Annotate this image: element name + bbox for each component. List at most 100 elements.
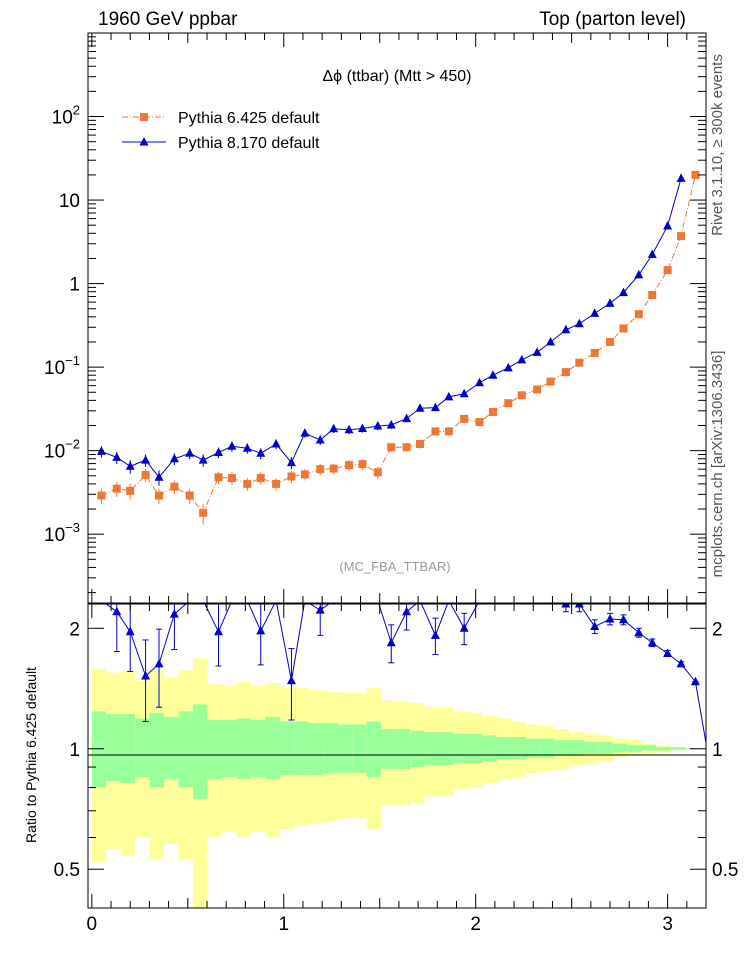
band-inner-bin: [540, 738, 555, 758]
band-inner-bin: [439, 732, 454, 766]
data-point-pythia8: [329, 423, 339, 433]
header-left-label: 1960 GeV ppbar: [98, 9, 238, 30]
legend-label-pythia8: Pythia 8.170 default: [178, 135, 320, 152]
ratio-data-point: [154, 658, 164, 668]
data-point-pythia6: [619, 324, 628, 333]
ratio-data-point: [647, 637, 657, 647]
data-point-pythia6: [546, 377, 555, 386]
band-inner-bin: [207, 719, 222, 780]
ratio-data-point: [705, 767, 706, 769]
mcplots-credit-label: mcplots.cern.ch [arXiv:1306.3436]: [709, 351, 726, 578]
title-text: (ttbar) (Mtt > 450): [342, 68, 471, 85]
ratio-y-tick-label-right: 1: [712, 740, 723, 761]
y-tick-label: 10−1: [44, 353, 80, 379]
data-point-pythia6: [504, 399, 513, 408]
data-point-pythia8: [676, 173, 686, 182]
band-inner-bin: [279, 721, 295, 775]
series-line-pythia8: [101, 178, 682, 479]
data-point-pythia6: [533, 385, 542, 394]
data-point-pythia6: [431, 427, 440, 436]
data-point-pythia6: [575, 358, 584, 367]
delta-phi-symbol: Δϕ: [322, 68, 342, 85]
data-point-pythia8: [242, 443, 252, 452]
data-point-pythia8: [386, 419, 396, 429]
band-inner-bin: [482, 735, 497, 762]
data-point-pythia6: [155, 491, 164, 500]
ratio-data-point: [169, 609, 179, 618]
ratio-data-point: [676, 658, 686, 668]
band-inner-bin: [352, 724, 367, 773]
data-point-pythia6: [329, 464, 338, 473]
data-point-pythia8: [546, 336, 556, 346]
band-inner-bin: [511, 736, 526, 760]
data-point-pythia8: [198, 455, 208, 464]
ratio-y-tick-label: 2: [69, 619, 80, 640]
band-inner-bin: [178, 711, 193, 788]
data-point-pythia6: [345, 461, 354, 470]
data-point-pythia8: [605, 298, 615, 307]
data-point-pythia8: [185, 448, 195, 457]
data-point-pythia8: [634, 269, 644, 279]
data-point-pythia6: [561, 368, 570, 377]
data-point-pythia8: [286, 457, 296, 467]
band-inner-bin: [221, 719, 237, 777]
data-point-pythia8: [315, 435, 325, 444]
rivet-version-label: Rivet 3.1.10, ≥ 300k events: [709, 54, 726, 236]
data-point-pythia8: [154, 472, 164, 481]
data-point-pythia6: [227, 474, 236, 483]
ratio-data-point: [618, 614, 628, 624]
data-point-pythia8: [430, 402, 440, 412]
band-inner-bin: [135, 718, 150, 777]
ratio-y-tick-label-right: 0.5: [712, 860, 738, 881]
data-point-pythia8: [125, 461, 135, 470]
band-inner-bin: [192, 704, 208, 799]
rivet-suffix: 300k events: [709, 54, 726, 139]
band-inner-bin: [554, 740, 570, 756]
y-tick-label: 10−2: [44, 437, 80, 463]
data-point-pythia8: [574, 318, 584, 328]
data-point-pythia6: [691, 170, 700, 179]
band-inner-bin: [120, 714, 136, 784]
ratio-data-point: [125, 626, 135, 636]
band-inner-bin: [641, 745, 657, 751]
ratio-data-point: [256, 625, 266, 635]
ratio-data-point: [561, 604, 571, 608]
band-inner-bin: [91, 711, 107, 788]
data-point-pythia8: [663, 220, 673, 230]
data-point-pythia6: [214, 473, 223, 482]
data-point-pythia6: [373, 468, 382, 477]
band-inner-bin: [424, 732, 440, 766]
y-tick-label: 10: [59, 191, 80, 212]
y-tick-base: 10: [59, 191, 80, 212]
ratio-data-point: [430, 630, 440, 639]
ratio-data-point: [286, 675, 296, 685]
data-point-pythia8: [271, 439, 281, 448]
band-inner-bin: [236, 718, 251, 780]
band-inner-bin: [395, 729, 411, 770]
y-tick-base: 10: [52, 108, 73, 129]
data-point-pythia6: [272, 479, 281, 488]
data-point-pythia6: [316, 465, 325, 474]
band-inner-bin: [656, 747, 671, 751]
data-point-pythia6: [648, 291, 657, 300]
ratio-data-point: [214, 626, 224, 636]
data-point-pythia8: [112, 452, 122, 461]
data-point-pythia8: [300, 428, 310, 437]
data-point-pythia6: [199, 508, 208, 517]
data-point-pythia8: [169, 453, 179, 463]
band-inner-bin: [453, 733, 469, 764]
data-point-pythia6: [243, 479, 252, 488]
band-inner-bin: [569, 740, 584, 756]
band-inner-bin: [598, 741, 613, 755]
ratio-series-layer: [105, 604, 706, 769]
ratio-data-point: [590, 621, 600, 631]
rivet-geq: ≥: [709, 139, 726, 147]
data-point-pythia8: [373, 421, 383, 430]
ratio-plot-frame: [87, 603, 707, 909]
data-point-pythia6: [475, 418, 484, 427]
legend-label-pythia6: Pythia 6.425 default: [178, 110, 320, 127]
data-point-pythia6: [358, 460, 367, 469]
band-inner-bin: [410, 730, 425, 768]
